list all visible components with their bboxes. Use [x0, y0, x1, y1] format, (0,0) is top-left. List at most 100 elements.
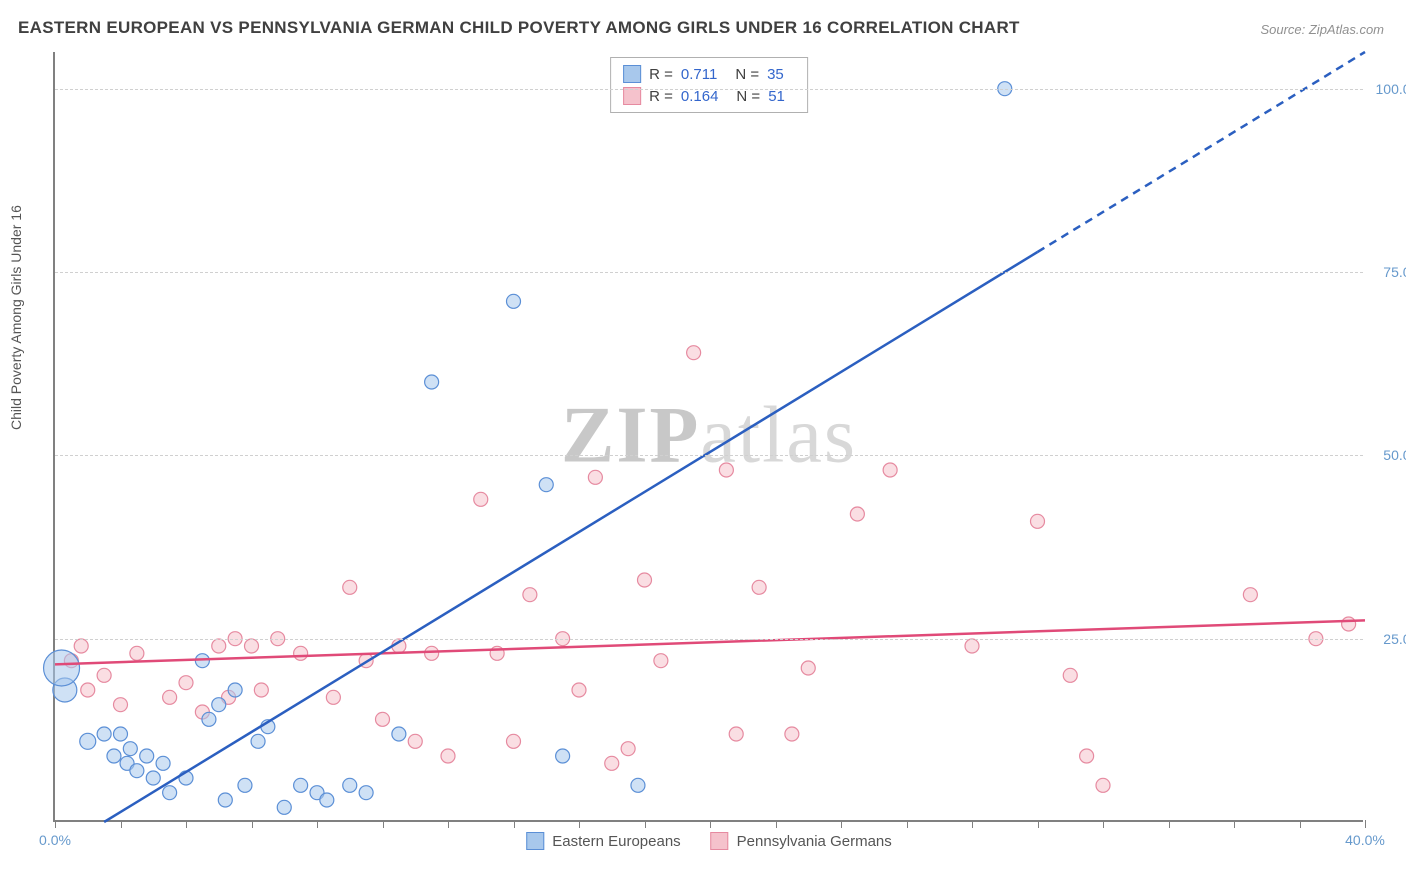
data-point [1063, 668, 1077, 682]
data-point [130, 764, 144, 778]
data-point [238, 778, 252, 792]
plot-area: ZIPatlas R = 0.711 N = 35 R = 0.164 N = … [53, 52, 1363, 822]
data-point [228, 683, 242, 697]
xtick [1038, 820, 1039, 828]
xtick [972, 820, 973, 828]
data-point [785, 727, 799, 741]
data-point [218, 793, 232, 807]
xtick [579, 820, 580, 828]
legend: Eastern Europeans Pennsylvania Germans [526, 832, 892, 850]
xtick [252, 820, 253, 828]
swatch-series2 [623, 87, 641, 105]
data-point [687, 346, 701, 360]
swatch-series1 [623, 65, 641, 83]
legend-swatch-series2 [711, 832, 729, 850]
data-point [425, 375, 439, 389]
xtick-label: 0.0% [39, 832, 71, 848]
n-label: N = [735, 66, 759, 83]
data-point [621, 742, 635, 756]
data-point [97, 727, 111, 741]
scatter-plot-svg [55, 52, 1363, 820]
data-point [245, 639, 259, 653]
data-point [631, 778, 645, 792]
data-point [523, 588, 537, 602]
gridline [55, 89, 1363, 90]
y-axis-label: Child Poverty Among Girls Under 16 [8, 205, 24, 430]
data-point [254, 683, 268, 697]
r-label: R = [649, 88, 673, 105]
data-point [883, 463, 897, 477]
data-point [156, 756, 170, 770]
data-point [212, 698, 226, 712]
data-point [251, 734, 265, 748]
data-point [408, 734, 422, 748]
data-point [392, 727, 406, 741]
ytick-label: 50.0% [1383, 447, 1406, 463]
xtick [841, 820, 842, 828]
data-point [107, 749, 121, 763]
gridline [55, 639, 1363, 640]
stats-row-series1: R = 0.711 N = 35 [623, 63, 795, 85]
data-point [441, 749, 455, 763]
n-value-series2: 51 [768, 88, 785, 105]
data-point [74, 639, 88, 653]
ytick-label: 100.0% [1376, 81, 1406, 97]
data-point [326, 690, 340, 704]
r-value-series1: 0.711 [681, 66, 717, 83]
data-point [277, 800, 291, 814]
data-point [359, 786, 373, 800]
data-point [729, 727, 743, 741]
ytick-label: 25.0% [1383, 631, 1406, 647]
data-point [123, 742, 137, 756]
data-point [638, 573, 652, 587]
data-point [146, 771, 160, 785]
xtick [448, 820, 449, 828]
data-point [202, 712, 216, 726]
xtick [514, 820, 515, 828]
xtick-label: 40.0% [1345, 832, 1385, 848]
xtick [776, 820, 777, 828]
n-value-series1: 35 [767, 66, 784, 83]
xtick [121, 820, 122, 828]
data-point [965, 639, 979, 653]
gridline [55, 272, 1363, 273]
data-point [425, 646, 439, 660]
data-point [81, 683, 95, 697]
data-point [752, 580, 766, 594]
chart-title: EASTERN EUROPEAN VS PENNSYLVANIA GERMAN … [18, 18, 1020, 38]
data-point [343, 778, 357, 792]
data-point [80, 733, 96, 749]
data-point [474, 492, 488, 506]
data-point [294, 646, 308, 660]
data-point [179, 676, 193, 690]
xtick [1234, 820, 1235, 828]
ytick-label: 75.0% [1383, 264, 1406, 280]
data-point [507, 294, 521, 308]
data-point [850, 507, 864, 521]
data-point [1243, 588, 1257, 602]
source-attribution: Source: ZipAtlas.com [1260, 22, 1384, 37]
data-point [376, 712, 390, 726]
trendline [104, 252, 1037, 822]
xtick [645, 820, 646, 828]
trendline-dashed [1038, 52, 1366, 252]
xtick [1169, 820, 1170, 828]
data-point [1080, 749, 1094, 763]
data-point [1096, 778, 1110, 792]
data-point [140, 749, 154, 763]
xtick [1300, 820, 1301, 828]
legend-swatch-series1 [526, 832, 544, 850]
data-point [1031, 514, 1045, 528]
xtick [1365, 820, 1366, 828]
data-point [801, 661, 815, 675]
data-point [97, 668, 111, 682]
data-point [654, 654, 668, 668]
data-point [163, 786, 177, 800]
xtick [317, 820, 318, 828]
data-point [114, 727, 128, 741]
legend-item-series1: Eastern Europeans [526, 832, 680, 850]
data-point [539, 478, 553, 492]
data-point [343, 580, 357, 594]
data-point [130, 646, 144, 660]
legend-label-series2: Pennsylvania Germans [737, 833, 892, 850]
